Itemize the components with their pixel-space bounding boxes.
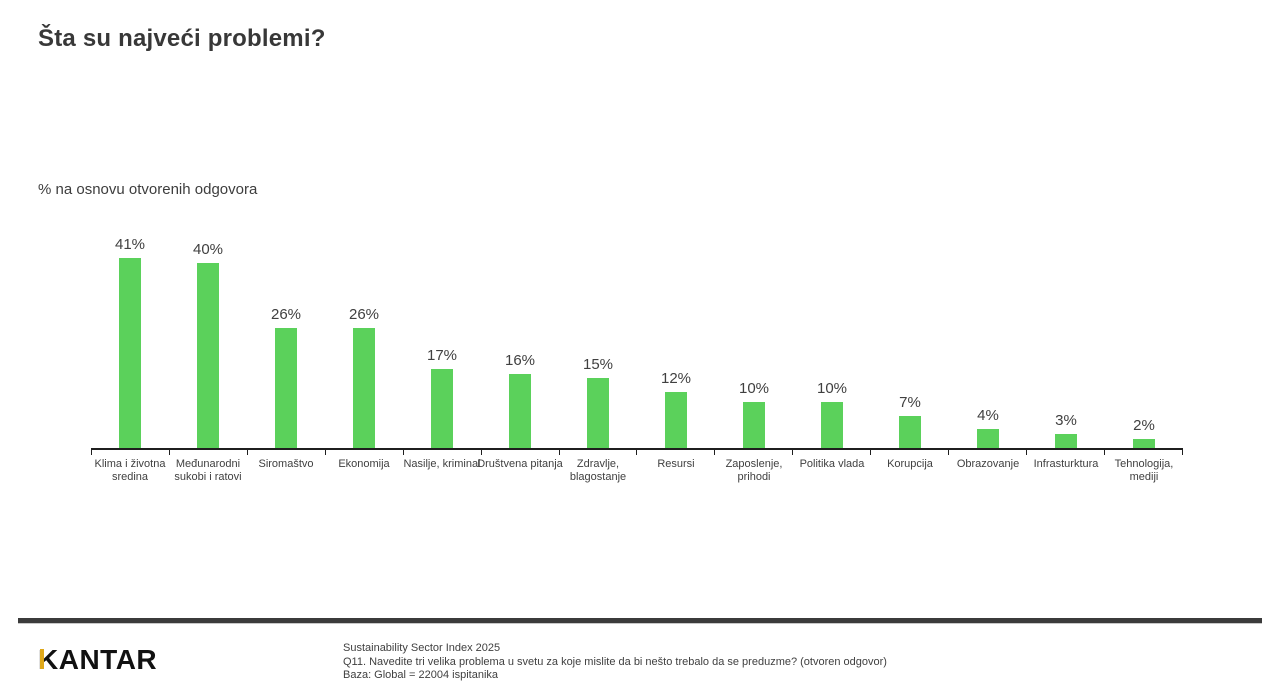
source-text: Sustainability Sector Index 2025 Q11. Na…: [343, 642, 887, 683]
axis-tick: [246, 450, 325, 455]
bar-value-label: 2%: [1133, 417, 1155, 434]
category-label: Tehnologija, mediji: [1114, 458, 1174, 483]
logo-gold-bar-icon: [40, 649, 44, 669]
axis-tick: [1103, 450, 1182, 455]
category-label: Ekonomija: [338, 458, 390, 470]
source-line: Baza: Global = 22004 ispitanika: [343, 669, 499, 681]
axis-tick: [714, 450, 792, 455]
bar-group: 10%: [715, 230, 793, 448]
bar: [431, 369, 453, 448]
bar: [1133, 439, 1155, 448]
bar-group: 17%: [403, 230, 481, 448]
axis-tick: [792, 450, 870, 455]
bar-value-label: 40%: [192, 241, 224, 258]
category-label: Međunarodni sukobi i ratovi: [174, 458, 242, 483]
footer-divider: [18, 618, 1262, 624]
category-label: Siromaštvo: [258, 458, 314, 470]
bar-value-label: 12%: [660, 370, 692, 387]
bar-value-label: 3%: [1055, 412, 1077, 429]
bar-chart: 41% 40% 26% 26% 17% 16% 15% 12% 10% 10% 7% 4% 3% 2% K…: [91, 230, 1183, 484]
bar: [899, 416, 921, 448]
bar-group: 15%: [559, 230, 637, 448]
category-label: Infrasturktura: [1033, 458, 1099, 470]
bar: [743, 402, 765, 448]
bar: [1055, 434, 1077, 448]
axis-tick: [558, 450, 637, 455]
category-label: Resursi: [657, 458, 695, 470]
category-label: Društvena pitanja: [477, 458, 563, 470]
bar-group: 40%: [169, 230, 247, 448]
bar-value-label: 26%: [270, 306, 302, 323]
bar-group: 16%: [481, 230, 559, 448]
bar-group: 41%: [91, 230, 169, 448]
bar-group: 26%: [247, 230, 325, 448]
category-label: Zaposlenje, prihodi: [725, 458, 783, 483]
bar: [587, 378, 609, 448]
category-label: Nasilje, kriminal: [403, 458, 481, 470]
axis-tick: [91, 450, 169, 455]
bar: [821, 402, 843, 448]
page-title: Šta su najveći problemi?: [38, 25, 326, 52]
bar: [119, 258, 141, 448]
bar-group: 3%: [1027, 230, 1105, 448]
bar: [665, 392, 687, 448]
bar-group: 4%: [949, 230, 1027, 448]
bar-value-label: 10%: [738, 380, 770, 397]
bar-group: 12%: [637, 230, 715, 448]
axis-tick: [480, 450, 559, 455]
bar-group: 26%: [325, 230, 403, 448]
axis-tick: [636, 450, 714, 455]
bar: [197, 263, 219, 448]
kantar-logo-text: KANTAR: [38, 644, 158, 675]
bar-value-label: 26%: [348, 306, 380, 323]
category-label: Obrazovanje: [956, 458, 1020, 470]
kantar-logo: KANTAR: [38, 644, 157, 676]
bar-group: 7%: [871, 230, 949, 448]
category-label: Klima i životna sredina: [94, 458, 166, 483]
bar-value-label: 41%: [114, 236, 146, 253]
x-axis-line: [91, 448, 1183, 450]
category-label: Politika vlada: [799, 458, 865, 470]
bar-value-label: 15%: [582, 356, 614, 373]
bar-group: 2%: [1105, 230, 1183, 448]
source-line: Q11. Navedite tri velika problema u svet…: [343, 655, 887, 668]
bar-value-label: 10%: [816, 380, 848, 397]
bar-value-label: 4%: [977, 407, 999, 424]
axis-tick: [168, 450, 247, 455]
bar-group: 10%: [793, 230, 871, 448]
category-label: Zdravlje, blagostanje: [569, 458, 627, 483]
bar: [977, 429, 999, 448]
bars-row: 41% 40% 26% 26% 17% 16% 15% 12% 10% 10% 7% 4% 3% 2%: [91, 230, 1183, 448]
bar: [275, 328, 297, 448]
axis-tick: [1026, 450, 1104, 455]
x-axis-labels: Klima i životna sredina Međunarodni sukob…: [91, 458, 1183, 484]
axis-tick: [870, 450, 948, 455]
category-label: Korupcija: [887, 458, 933, 470]
bar-value-label: 7%: [899, 394, 921, 411]
bar-value-label: 17%: [426, 347, 458, 364]
axis-tick: [1181, 450, 1183, 455]
axis-tick: [948, 450, 1026, 455]
x-axis-ticks: [91, 450, 1183, 455]
axis-tick: [402, 450, 481, 455]
bar: [509, 374, 531, 448]
bar: [353, 328, 375, 448]
chart-subtitle: % na osnovu otvorenih odgovora: [38, 181, 258, 198]
source-line: Sustainability Sector Index 2025: [343, 642, 501, 654]
bar-value-label: 16%: [504, 352, 536, 369]
axis-tick: [324, 450, 403, 455]
